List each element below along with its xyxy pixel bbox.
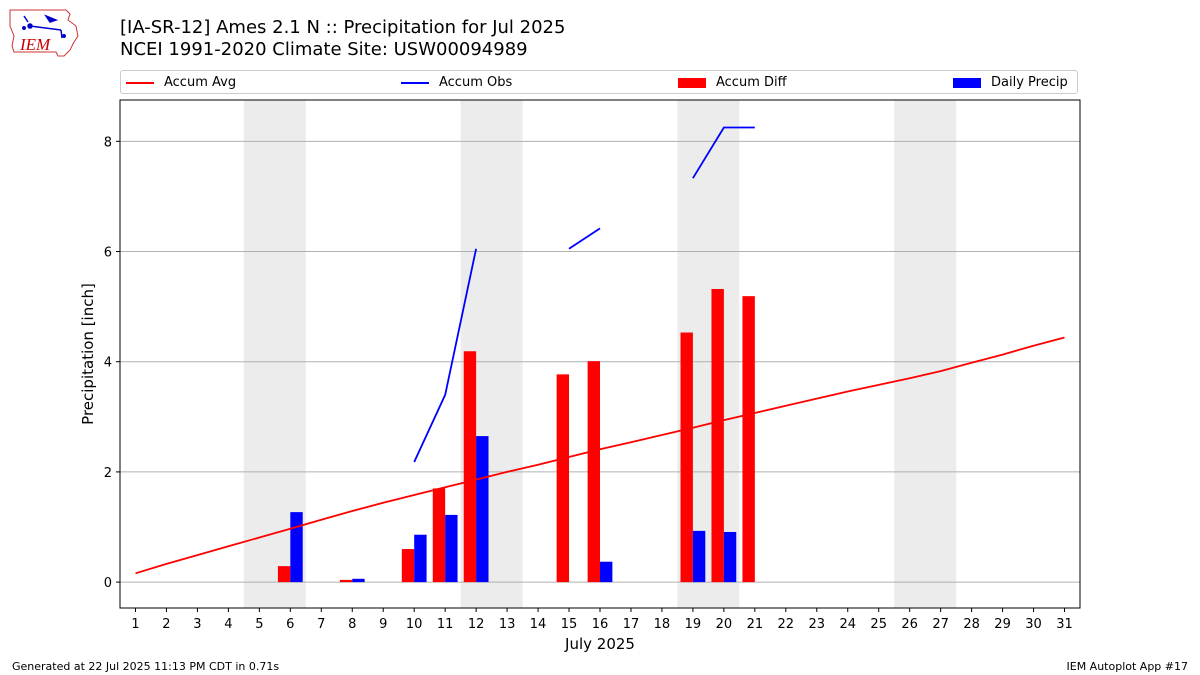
accum-diff-bar <box>556 374 570 583</box>
footer-generated: Generated at 22 Jul 2025 11:13 PM CDT in… <box>12 660 280 673</box>
accum-diff-bar <box>587 361 600 583</box>
x-tick-label: 7 <box>317 617 325 632</box>
weather-station-icon <box>22 14 66 39</box>
x-tick-label: 3 <box>193 617 201 632</box>
legend-label: Accum Diff <box>716 75 787 90</box>
x-tick-label: 24 <box>839 617 856 632</box>
daily-precip-bar <box>600 561 613 583</box>
daily-precip-bar <box>414 534 427 583</box>
x-tick-label: 15 <box>561 617 578 632</box>
chart-subtitle: NCEI 1991-2020 Climate Site: USW00094989 <box>120 39 528 60</box>
x-tick-label: 4 <box>224 617 232 632</box>
footer-app: IEM Autoplot App #17 <box>1066 660 1189 673</box>
daily-precip-bar <box>723 531 737 583</box>
x-tick-label: 5 <box>255 617 263 632</box>
accum-obs-line <box>568 227 601 250</box>
x-tick-label: 16 <box>592 617 609 632</box>
iem-logo: IEM <box>9 9 79 57</box>
x-tick-label: 23 <box>809 617 826 632</box>
x-tick-label: 9 <box>379 617 387 632</box>
legend: Accum Avg Accum Obs Accum Diff Daily Pre… <box>120 70 1078 94</box>
x-tick-label: 20 <box>716 617 733 632</box>
accum-diff-bar <box>277 566 291 583</box>
legend-swatch <box>401 81 429 84</box>
x-tick-label: 2 <box>162 617 170 632</box>
x-tick-label: 30 <box>1025 617 1042 632</box>
x-tick-label: 13 <box>499 617 516 632</box>
legend-item-daily-precip: Daily Precip <box>953 74 1068 92</box>
x-tick-label: 26 <box>901 617 918 632</box>
x-tick-label: 14 <box>530 617 547 632</box>
accum-diff-bar <box>401 549 415 583</box>
legend-label: Accum Avg <box>164 75 237 90</box>
x-tick-label: 18 <box>654 617 671 632</box>
x-tick-label: 10 <box>406 617 423 632</box>
logo-text: IEM <box>19 35 51 54</box>
y-axis-label: Precipitation [inch] <box>79 283 97 425</box>
x-tick-label: 28 <box>963 617 980 632</box>
y-tick-label: 4 <box>104 356 112 371</box>
y-tick-label: 0 <box>104 576 112 591</box>
daily-precip-bar <box>445 514 458 583</box>
daily-precip-bar <box>692 530 706 583</box>
daily-precip-bar <box>352 578 365 583</box>
x-tick-label: 31 <box>1056 617 1073 632</box>
accum-diff-bar <box>463 351 477 583</box>
daily-precip-bar <box>476 436 489 583</box>
accum-obs-line <box>413 248 477 463</box>
legend-item-accum-obs: Accum Obs <box>401 74 512 92</box>
legend-swatch <box>953 77 981 88</box>
x-tick-label: 25 <box>870 617 887 632</box>
accum-diff-bar <box>339 579 353 583</box>
accum-diff-bar <box>711 288 724 583</box>
accum-obs-line <box>692 126 755 179</box>
accum-diff-bar <box>742 296 755 583</box>
legend-item-accum-avg: Accum Avg <box>126 74 236 92</box>
x-tick-label: 21 <box>747 617 764 632</box>
iowa-outline <box>9 9 79 57</box>
legend-swatch <box>126 81 154 84</box>
legend-label: Daily Precip <box>991 75 1068 90</box>
legend-item-accum-diff: Accum Diff <box>678 74 787 92</box>
y-tick-label: 2 <box>104 466 112 481</box>
x-tick-label: 12 <box>468 617 485 632</box>
y-tick-label: 8 <box>104 135 112 150</box>
x-tick-label: 1 <box>131 617 139 632</box>
x-tick-label: 27 <box>932 617 949 632</box>
accum-avg-line <box>135 336 1065 575</box>
x-tick-label: 11 <box>437 617 454 632</box>
chart-title: [IA-SR-12] Ames 2.1 N :: Precipitation f… <box>120 17 566 38</box>
accum-diff-bar <box>432 488 446 583</box>
x-tick-label: 22 <box>778 617 795 632</box>
y-tick-label: 6 <box>104 246 112 261</box>
daily-precip-bar <box>290 512 303 583</box>
x-tick-label: 29 <box>994 617 1011 632</box>
x-axis-label: July 2025 <box>564 635 635 653</box>
x-tick-label: 19 <box>685 617 702 632</box>
legend-label: Accum Obs <box>439 75 513 90</box>
accum-diff-bar <box>680 332 693 583</box>
x-tick-label: 17 <box>623 617 640 632</box>
weekend-shade <box>894 100 957 608</box>
x-tick-label: 6 <box>286 617 294 632</box>
legend-swatch <box>678 77 706 88</box>
x-tick-label: 8 <box>348 617 356 632</box>
